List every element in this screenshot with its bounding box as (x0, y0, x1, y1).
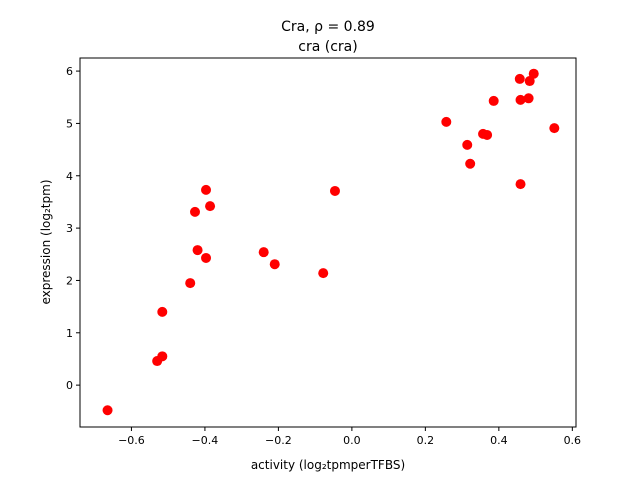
y-tick-label: 0 (66, 379, 73, 392)
plot-frame (79, 57, 577, 428)
x-axis: −0.6 −0.4 −0.2 0.0 0.2 0.4 0.6 (118, 427, 581, 447)
y-tick-label: 4 (66, 170, 73, 183)
data-point (482, 129, 493, 140)
data-point (157, 306, 168, 317)
data-point (549, 123, 560, 134)
data-point (524, 76, 535, 87)
y-tick-label: 6 (66, 65, 73, 78)
x-axis-label: activity (log₂tpmperTFBS) (251, 458, 405, 472)
data-point (157, 351, 168, 362)
data-point (523, 93, 534, 104)
data-point (462, 139, 473, 150)
y-tick-label: 3 (66, 222, 73, 235)
x-tick-label: −0.6 (118, 434, 145, 447)
data-point (258, 247, 269, 258)
y-tick-label: 1 (66, 327, 73, 340)
points-layer (102, 68, 560, 416)
data-point (201, 252, 212, 263)
x-tick-label: 0.0 (343, 434, 361, 447)
data-point (465, 158, 476, 169)
x-tick-label: 0.6 (564, 434, 582, 447)
data-point (205, 201, 216, 212)
y-tick-label: 2 (66, 274, 73, 287)
data-point (528, 68, 539, 79)
x-tick-label: 0.4 (490, 434, 508, 447)
data-point (189, 206, 200, 217)
data-point (515, 179, 526, 190)
data-point (102, 405, 113, 416)
data-point (269, 259, 280, 270)
x-tick-label: −0.2 (265, 434, 292, 447)
chart-title-line1: Cra, ρ = 0.89 (281, 19, 375, 35)
data-point (514, 73, 525, 84)
x-tick-label: −0.4 (192, 434, 219, 447)
x-tick-label: 0.2 (417, 434, 435, 447)
data-point (329, 185, 340, 196)
data-point (441, 116, 452, 127)
data-point (201, 184, 212, 195)
data-point (192, 245, 203, 256)
data-point (488, 95, 499, 106)
chart-title-line2: cra (cra) (298, 39, 357, 55)
data-point (185, 278, 196, 289)
y-tick-label: 5 (66, 117, 73, 130)
data-point (515, 94, 526, 105)
data-point (318, 268, 329, 279)
y-axis-label: expression (log₂tpm) (39, 179, 53, 304)
y-axis: 0 1 2 3 4 5 6 (66, 65, 80, 392)
